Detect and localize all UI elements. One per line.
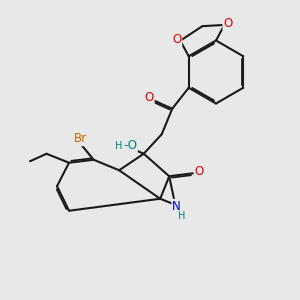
Text: O: O	[145, 92, 154, 104]
Text: Br: Br	[74, 132, 87, 145]
Text: N: N	[172, 200, 181, 213]
Text: O: O	[172, 33, 181, 46]
Text: H: H	[115, 141, 122, 151]
Text: O: O	[195, 165, 204, 178]
Text: H: H	[178, 211, 185, 221]
Text: -O: -O	[123, 139, 137, 152]
Text: O: O	[224, 17, 232, 30]
